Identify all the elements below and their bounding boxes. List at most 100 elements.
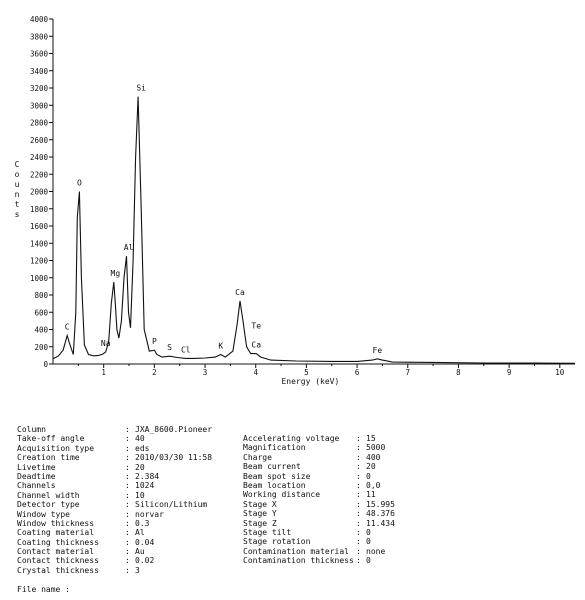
metadata-colon: :: [125, 481, 130, 491]
y-tick-label: 1400: [30, 239, 49, 248]
metadata-key: Deadtime: [17, 471, 56, 481]
metadata-colon: :: [356, 546, 361, 556]
metadata-key: Acquisition type: [17, 443, 95, 453]
metadata-value: none: [366, 546, 386, 556]
metadata-value: 40: [135, 434, 145, 444]
metadata-row: Acquisition type: eds: [17, 444, 212, 453]
metadata-key: Accelerating voltage: [243, 434, 340, 443]
metadata-colon: :: [125, 425, 130, 434]
y-tick-label: 800: [34, 291, 48, 300]
y-tick-label: 3200: [30, 84, 49, 93]
metadata-value: 20: [135, 462, 145, 472]
metadata-colon: :: [125, 556, 130, 566]
metadata-row: Beam current:20: [243, 462, 395, 471]
x-tick-label: 1: [101, 368, 106, 377]
metadata-value: 0,0: [366, 480, 381, 490]
peak-label: Si: [136, 84, 146, 93]
peak-label: Na: [101, 339, 111, 348]
metadata-colon: :: [356, 462, 361, 472]
metadata-colon: :: [356, 556, 361, 566]
metadata-colon: :: [125, 490, 130, 500]
metadata-colon: :: [356, 443, 361, 453]
y-tick-label: 2400: [30, 153, 49, 162]
peak-labels: C O Na Mg Al Si P S Cl K Ca Te Ca Fe: [65, 84, 383, 355]
metadata-value: 0: [366, 527, 371, 537]
metadata-colon: :: [125, 528, 130, 538]
y-tick-label: 3800: [30, 32, 49, 41]
y-tick-label: 600: [34, 308, 48, 317]
metadata-row: Contact thickness:0.02: [17, 556, 212, 565]
metadata-value: 2.384: [135, 471, 160, 481]
metadata-value: 5000: [366, 443, 386, 453]
y-tick-label: 400: [34, 326, 48, 335]
x-tick-label: 7: [405, 368, 410, 377]
peak-label: C: [65, 323, 70, 332]
metadata-key: Window type: [17, 509, 70, 519]
y-tick-label: 3400: [30, 67, 49, 76]
x-tick-label: 3: [203, 368, 208, 377]
metadata-key: Stage X: [243, 499, 277, 509]
metadata-colon: :: [356, 527, 361, 537]
metadata-value: 48.376: [366, 509, 395, 519]
peak-label: Ca: [251, 341, 261, 350]
y-tick-label: 1800: [30, 205, 49, 214]
metadata-value: Al: [135, 528, 145, 538]
metadata-colon: :: [125, 500, 130, 510]
metadata-key: Contact thickness: [17, 556, 99, 566]
peak-label: Al: [124, 243, 134, 252]
metadata-colon: :: [125, 537, 130, 547]
metadata-left: Column: JXA_8600.Pioneer Take-off angle:40…: [17, 425, 212, 575]
metadata-value: 0.04: [135, 537, 155, 547]
peak-label: Ca: [235, 288, 245, 297]
metadata-colon: :: [125, 547, 130, 557]
metadata-row: Crystal thickness:3: [17, 566, 212, 575]
metadata-key: Coating material: [17, 528, 95, 538]
eds-spectrum-chart: 0 200 400 600 800 1000 1200 1400 1600 1800 2000 220…: [15, 15, 576, 386]
metadata-key: Column: [17, 425, 46, 434]
x-tick-label: 2: [152, 368, 157, 377]
y-tick-label: 200: [34, 343, 48, 352]
y-tick-label: 3600: [30, 50, 49, 59]
metadata-key: Magnification: [243, 443, 306, 453]
metadata-row: Channels:1024: [17, 481, 212, 490]
metadata-value: 15: [366, 434, 376, 443]
peak-label: Cl: [181, 345, 191, 354]
metadata-key: Creation time: [17, 453, 80, 463]
metadata-row: Stage X:15.995: [243, 500, 395, 509]
metadata-row: Window thickness:0.3: [17, 519, 212, 528]
metadata-value: norvar: [135, 509, 164, 519]
metadata-row: Stage rotation:0: [243, 537, 395, 546]
metadata-colon: :: [356, 434, 361, 443]
metadata-row: Detector type: Silicon/Lithium: [17, 500, 212, 509]
metadata-value: 0.02: [135, 556, 155, 566]
metadata-row: Beam location:0,0: [243, 481, 395, 490]
metadata-value: 400: [366, 452, 381, 462]
metadata-row: Coating material: Al: [17, 528, 212, 537]
peak-label: P: [152, 337, 157, 346]
metadata-colon: :: [125, 565, 130, 575]
peak-label: K: [218, 342, 223, 351]
x-tick-label: 4: [253, 368, 258, 377]
peak-label: Fe: [373, 346, 383, 355]
metadata-key: Coating thickness: [17, 537, 99, 547]
y-tick-label: 1000: [30, 274, 49, 283]
y-tick-label: 2800: [30, 119, 49, 128]
metadata-row: Column: JXA_8600.Pioneer: [17, 425, 212, 434]
metadata-row: Working distance:11: [243, 490, 395, 499]
metadata-row: Contact material: Au: [17, 547, 212, 556]
metadata-colon: :: [125, 471, 130, 481]
metadata-key: Stage tilt: [243, 527, 292, 537]
metadata-value: 0.3: [135, 518, 150, 528]
metadata-colon: :: [356, 509, 361, 519]
metadata-value: 0: [366, 556, 371, 566]
metadata-value: 20: [366, 462, 376, 472]
metadata-row: Stage Z:11.434: [243, 519, 395, 528]
metadata-row: Stage Y:48.376: [243, 509, 395, 518]
peak-label: O: [77, 179, 82, 188]
metadata-value: 11.434: [366, 518, 395, 528]
metadata-colon: :: [125, 453, 130, 463]
metadata-value: 0: [366, 471, 371, 481]
peak-label: Te: [251, 321, 261, 330]
x-tick-label: 10: [555, 368, 565, 377]
